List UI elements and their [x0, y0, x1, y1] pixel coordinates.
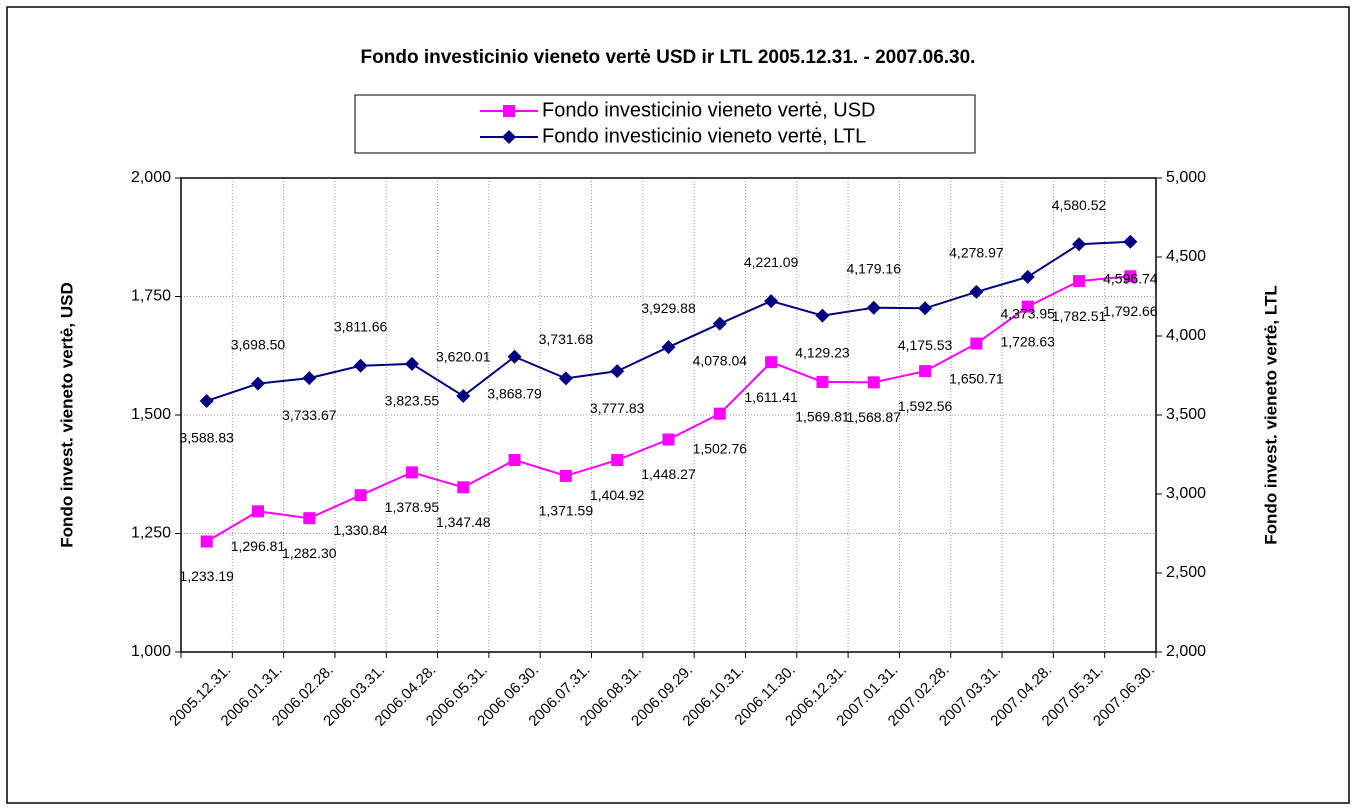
data-label: 3,731.68 [539, 331, 594, 347]
y-tick-label: 1,750 [131, 288, 171, 305]
data-label: 4,129.23 [795, 344, 850, 360]
data-label: 1,568.87 [847, 409, 902, 425]
y-axis-label: Fondo invest. vieneto vertė, USD [57, 282, 76, 547]
marker [969, 284, 984, 299]
data-label: 1,650.71 [949, 370, 1004, 386]
marker [302, 371, 317, 386]
marker [1124, 270, 1137, 283]
marker [502, 130, 516, 144]
marker [815, 308, 830, 323]
marker [404, 356, 419, 371]
marker [354, 489, 367, 502]
y2-tick-label: 3,000 [1166, 485, 1206, 502]
data-label: 4,078.04 [693, 352, 748, 368]
data-label: 1,448.27 [641, 466, 696, 482]
marker [611, 454, 624, 467]
marker [867, 376, 880, 389]
marker [610, 364, 625, 379]
data-label: 4,580.52 [1052, 197, 1107, 213]
data-label: 3,868.79 [487, 385, 542, 401]
marker [200, 535, 213, 548]
data-label: 3,823.55 [385, 393, 440, 409]
y-tick-label: 2,000 [131, 169, 171, 186]
marker [713, 407, 726, 420]
data-label: 3,811.66 [334, 318, 388, 334]
marker [559, 469, 572, 482]
y-tick-label: 1,250 [131, 525, 171, 542]
data-label: 1,592.56 [898, 398, 953, 414]
y2-tick-label: 2,000 [1166, 643, 1206, 660]
data-label: 1,371.59 [539, 503, 594, 519]
marker [918, 301, 933, 316]
data-label: 3,698.50 [231, 336, 286, 352]
marker [503, 105, 515, 117]
data-label: 3,929.88 [641, 300, 696, 316]
marker [662, 433, 675, 446]
legend-label: Fondo investicinio vieneto vertė, LTL [542, 125, 866, 147]
legend-box [354, 94, 976, 154]
data-label: 1,347.48 [436, 514, 491, 530]
data-label: 3,777.83 [590, 400, 645, 416]
marker [661, 340, 676, 355]
marker [1123, 234, 1138, 249]
marker [866, 300, 881, 315]
marker [765, 356, 778, 369]
marker [1073, 275, 1086, 288]
y2-tick-label: 2,500 [1166, 564, 1206, 581]
marker [816, 375, 829, 388]
chart-title: Fondo investicinio vieneto vertė USD ir … [361, 47, 976, 68]
marker [1020, 269, 1035, 284]
marker [457, 481, 470, 494]
marker [1021, 300, 1034, 313]
marker [1072, 237, 1087, 252]
marker [558, 371, 573, 386]
data-label: 1,330.84 [333, 522, 388, 538]
legend-label: Fondo investicinio vieneto vertė, USD [542, 99, 876, 121]
y-tick-label: 1,500 [131, 406, 171, 423]
data-label: 3,588.83 [179, 430, 234, 446]
marker [405, 466, 418, 479]
marker [712, 316, 727, 331]
data-label: 4,373.95 [1000, 306, 1055, 322]
data-label: 4,596.74 [1103, 270, 1158, 286]
data-label: 4,175.53 [898, 337, 953, 353]
y2-tick-label: 3,500 [1166, 406, 1206, 423]
y-tick-label: 1,000 [131, 643, 171, 660]
plot-frame [180, 177, 1157, 653]
data-label: 4,221.09 [744, 254, 799, 270]
marker [456, 389, 471, 404]
data-label: 1,611.41 [744, 389, 798, 405]
data-label: 1,782.51 [1052, 308, 1107, 324]
marker [353, 358, 368, 373]
data-label: 1,296.81 [231, 538, 286, 554]
data-label: 1,282.30 [282, 545, 337, 561]
marker [970, 337, 983, 350]
marker [764, 294, 779, 309]
marker [303, 512, 316, 525]
marker [507, 349, 522, 364]
marker [508, 454, 521, 467]
marker [199, 393, 214, 408]
marker [251, 505, 264, 518]
marker [250, 376, 265, 391]
data-label: 4,179.16 [847, 260, 902, 276]
data-label: 1,728.63 [1000, 333, 1055, 349]
data-label: 3,620.01 [436, 349, 491, 365]
y2-tick-label: 4,500 [1166, 248, 1206, 265]
y2-axis-label: Fondo invest. vieneto vertė, LTL [1261, 285, 1280, 544]
data-label: 4,278.97 [949, 245, 1004, 261]
marker [919, 365, 932, 378]
data-label: 1,569.81 [795, 409, 850, 425]
data-label: 3,733.67 [282, 407, 337, 423]
data-label: 1,792.66 [1103, 303, 1158, 319]
data-label: 1,378.95 [385, 499, 440, 515]
y2-tick-label: 4,000 [1166, 327, 1206, 344]
data-label: 1,233.19 [179, 568, 234, 584]
data-label: 1,502.76 [693, 440, 748, 456]
data-label: 1,404.92 [590, 487, 645, 503]
y2-tick-label: 5,000 [1166, 169, 1206, 186]
